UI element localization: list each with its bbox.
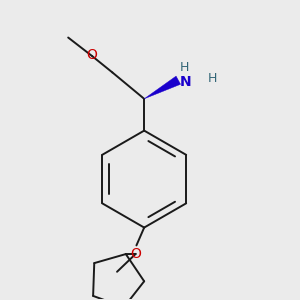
Text: H: H xyxy=(207,72,217,85)
Text: N: N xyxy=(180,75,192,89)
Polygon shape xyxy=(144,76,181,99)
Text: H: H xyxy=(180,61,190,74)
Text: O: O xyxy=(86,48,97,62)
Text: O: O xyxy=(130,247,141,261)
